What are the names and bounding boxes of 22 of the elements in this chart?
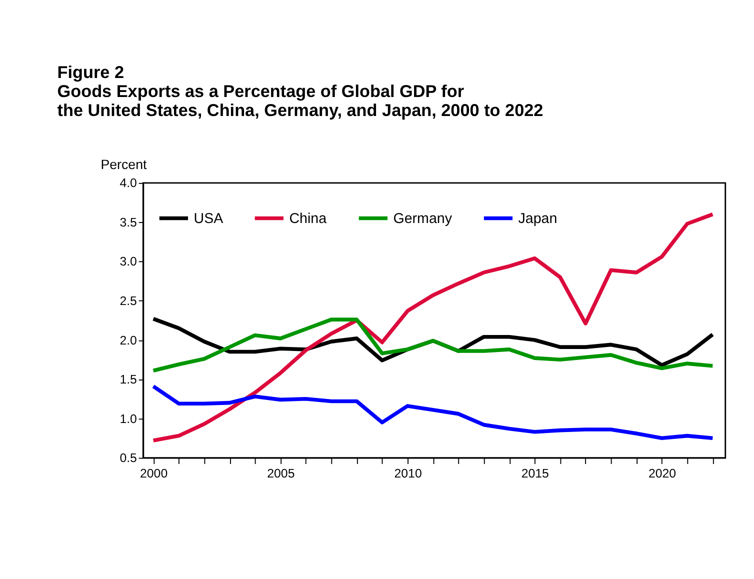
y-tick-label: 1.0 bbox=[120, 412, 138, 426]
y-tick-label: 2.5 bbox=[120, 294, 138, 308]
y-axis-title: Percent bbox=[100, 157, 148, 172]
y-tick-label: 1.5 bbox=[120, 372, 138, 387]
line-series bbox=[151, 384, 715, 440]
chart-subtitle: Goods Exports as a Percentage of Global GDP for the United States, China, Germany, and Japan, 2000 to 2022 bbox=[57, 81, 544, 120]
y-tick-label: 0.5 bbox=[120, 451, 138, 466]
legend-label: USA bbox=[194, 211, 224, 228]
x-tick-label: 2000 bbox=[140, 466, 168, 480]
legend-label: Germany bbox=[393, 211, 453, 228]
x-tick-label: 2010 bbox=[394, 466, 422, 480]
x-tick-label: 2005 bbox=[267, 466, 295, 480]
legend-label: China bbox=[289, 211, 327, 228]
x-tick-label: 2015 bbox=[521, 466, 550, 480]
x-tick-label: 2020 bbox=[648, 466, 676, 480]
chart-title: Figure 2 bbox=[57, 62, 124, 82]
y-tick-label: 3.5 bbox=[120, 215, 138, 230]
y-tick-label: 4.0 bbox=[120, 176, 138, 190]
line-series bbox=[151, 212, 715, 442]
y-tick-label: 2.0 bbox=[120, 333, 138, 348]
legend-label: Japan bbox=[518, 211, 558, 228]
y-tick-label: 3.0 bbox=[120, 254, 138, 269]
